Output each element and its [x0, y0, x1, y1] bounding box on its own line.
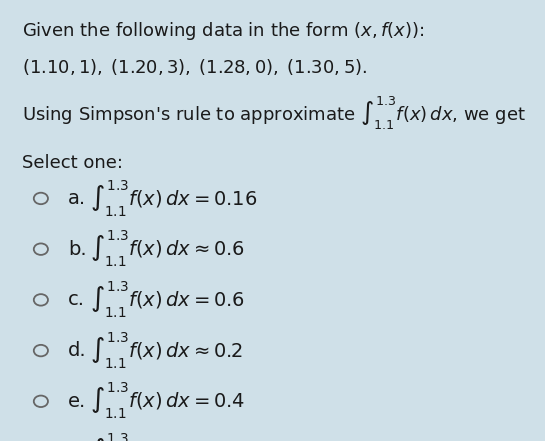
Text: $\int_{1.1}^{1.3} f(x)\, dx = 0.6$: $\int_{1.1}^{1.3} f(x)\, dx = 0.6$: [90, 280, 245, 320]
Text: b.: b.: [68, 239, 87, 259]
Text: $\int_{1.1}^{1.3} f(x)\, dx \approx 0.6$: $\int_{1.1}^{1.3} f(x)\, dx \approx 0.6$: [90, 229, 245, 269]
Text: c.: c.: [68, 290, 85, 310]
Text: $\int_{1.1}^{1.3} f(x)\, dx \approx 0.2$: $\int_{1.1}^{1.3} f(x)\, dx \approx 0.2$: [90, 330, 243, 371]
Text: $(1.10, 1),\; (1.20, 3),\; (1.28, 0),\; (1.30, 5).$: $(1.10, 1),\; (1.20, 3),\; (1.28, 0),\; …: [22, 57, 367, 77]
Text: $\int_{1.1}^{1.3} f(x)\, dx = 0.4$: $\int_{1.1}^{1.3} f(x)\, dx = 0.4$: [90, 381, 245, 422]
Text: Using Simpson's rule to approximate $\int_{1.1}^{1.3} f(x)\, dx$, we get: Using Simpson's rule to approximate $\in…: [22, 95, 525, 132]
Text: $\int_{1.1}^{1.3} f(x)\, dx \approx 0.16$: $\int_{1.1}^{1.3} f(x)\, dx \approx 0.16…: [90, 432, 257, 441]
Text: a.: a.: [68, 189, 86, 208]
Text: d.: d.: [68, 341, 87, 360]
Text: $\int_{1.1}^{1.3} f(x)\, dx = 0.16$: $\int_{1.1}^{1.3} f(x)\, dx = 0.16$: [90, 178, 257, 219]
Text: Select one:: Select one:: [22, 154, 123, 172]
Text: Given the following data in the form $(x, f(x))$:: Given the following data in the form $(x…: [22, 20, 424, 42]
Text: e.: e.: [68, 392, 86, 411]
